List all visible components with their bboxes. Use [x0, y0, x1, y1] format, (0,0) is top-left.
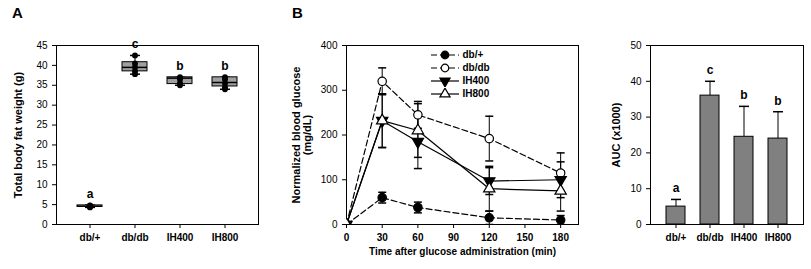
svg-text:40: 40 — [630, 76, 642, 87]
html-text:db/+: db/+ — [462, 49, 484, 60]
svg-text:0: 0 — [344, 232, 350, 243]
svg-text:IH400: IH400 — [731, 232, 758, 243]
svg-text:Total body fat weight (g): Total body fat weight (g) — [12, 72, 24, 199]
svg-text:150: 150 — [517, 232, 534, 243]
svg-text:IH800: IH800 — [212, 232, 239, 243]
svg-text:Time after glucose administrat: Time after glucose administration (min) — [369, 246, 556, 257]
svg-text:IH400: IH400 — [167, 232, 194, 243]
svg-text:0: 0 — [636, 219, 642, 230]
svg-text:100: 100 — [321, 174, 338, 185]
svg-text:30: 30 — [377, 232, 389, 243]
svg-text:400: 400 — [321, 40, 338, 51]
svg-text:c: c — [132, 37, 139, 51]
svg-text:db/+: db/+ — [666, 232, 687, 243]
svg-text:60: 60 — [412, 232, 424, 243]
svg-text:a: a — [673, 181, 680, 195]
svg-text:b: b — [176, 59, 183, 73]
svg-text:Normalized blood glucose(mg/dL: Normalized blood glucose(mg/dL) — [290, 67, 313, 204]
svg-text:50: 50 — [630, 40, 642, 51]
svg-text:0: 0 — [42, 219, 48, 230]
svg-text:30: 30 — [36, 99, 48, 110]
svg-text:db/db: db/db — [121, 232, 148, 243]
svg-text:5: 5 — [42, 199, 48, 210]
svg-text:10: 10 — [630, 183, 642, 194]
svg-text:20: 20 — [36, 139, 48, 150]
svg-text:AUC (x1000): AUC (x1000) — [610, 102, 622, 167]
svg-text:a: a — [87, 187, 94, 201]
svg-text:30: 30 — [630, 111, 642, 122]
html-text:IH800: IH800 — [462, 88, 490, 99]
svg-text:300: 300 — [321, 84, 338, 95]
svg-text:45: 45 — [36, 40, 48, 51]
svg-text:120: 120 — [481, 232, 498, 243]
svg-text:db/db: db/db — [696, 232, 723, 243]
svg-text:15: 15 — [36, 159, 48, 170]
svg-text:c: c — [707, 63, 714, 77]
svg-text:35: 35 — [36, 79, 48, 90]
svg-text:10: 10 — [36, 179, 48, 190]
svg-text:b: b — [740, 88, 747, 102]
svg-text:db/+: db/+ — [80, 232, 101, 243]
svg-text:90: 90 — [448, 232, 460, 243]
svg-text:IH800: IH800 — [765, 232, 792, 243]
html-text:B: B — [292, 4, 303, 21]
svg-text:40: 40 — [36, 60, 48, 71]
svg-text:25: 25 — [36, 119, 48, 130]
svg-text:b: b — [221, 59, 228, 73]
svg-text:20: 20 — [630, 147, 642, 158]
html-text:IH400: IH400 — [462, 75, 490, 86]
svg-text:0: 0 — [332, 219, 338, 230]
html-text:db/db: db/db — [462, 62, 490, 73]
svg-text:200: 200 — [321, 129, 338, 140]
svg-text:180: 180 — [552, 232, 569, 243]
svg-text:b: b — [774, 94, 781, 108]
html-text:A: A — [12, 4, 23, 21]
